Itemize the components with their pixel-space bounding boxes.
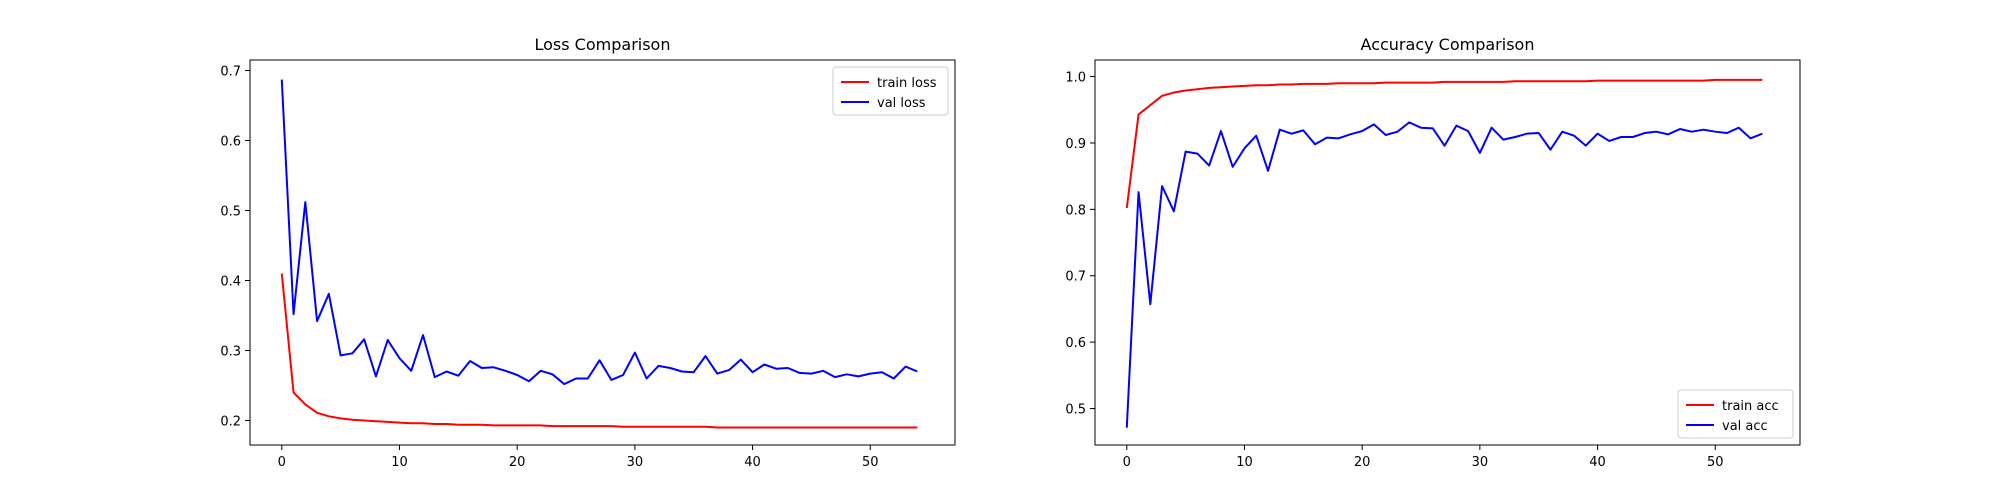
loss-series-train-loss <box>280 273 918 429</box>
loss-x-tick-label: 0 <box>278 455 286 470</box>
loss-chart-title: Loss Comparison <box>535 35 671 54</box>
loss-y-tick-label: 0.3 <box>220 345 241 360</box>
loss-y-tick-label: 0.7 <box>220 65 241 80</box>
loss-x-tick-label: 20 <box>509 455 526 470</box>
loss-y-tick-label: 0.5 <box>220 205 241 220</box>
loss-plot-frame <box>249 59 956 446</box>
accuracy-chart: Accuracy Comparison 0 10 20 30 40 50 0.5 0.6 0.7… <box>1065 35 1801 470</box>
loss-x-tick-label: 30 <box>627 455 644 470</box>
loss-x-tick-label: 40 <box>744 455 761 470</box>
loss-legend-label: train loss <box>877 76 937 91</box>
accuracy-legend: train acc val acc <box>1677 389 1794 439</box>
loss-legend: train loss val loss <box>832 66 949 116</box>
accuracy-series-val-acc <box>1125 121 1763 428</box>
accuracy-y-tick-label: 0.9 <box>1065 137 1086 152</box>
loss-x-tick-label: 50 <box>862 455 879 470</box>
accuracy-x-tick-label: 20 <box>1354 455 1371 470</box>
accuracy-x-tick-label: 50 <box>1707 455 1724 470</box>
accuracy-y-tick-label: 1.0 <box>1065 71 1086 86</box>
loss-y-tick-label: 0.2 <box>220 415 241 430</box>
accuracy-y-tick-label: 0.5 <box>1065 402 1086 417</box>
accuracy-x-tick-label: 40 <box>1589 455 1606 470</box>
loss-y-tick-label: 0.4 <box>220 275 241 290</box>
accuracy-x-tick-label: 30 <box>1472 455 1489 470</box>
accuracy-y-tick-label: 0.8 <box>1065 203 1086 218</box>
accuracy-x-tick-label: 10 <box>1236 455 1253 470</box>
accuracy-y-tick-label: 0.7 <box>1065 270 1086 285</box>
loss-y-tick-label: 0.6 <box>220 135 241 150</box>
accuracy-legend-label: val acc <box>1722 419 1768 434</box>
loss-x-tick-label: 10 <box>391 455 408 470</box>
accuracy-y-tick-label: 0.6 <box>1065 336 1086 351</box>
loss-chart: Loss Comparison 0 10 20 30 40 50 0.2 0.3 0.4 0.5 0… <box>220 35 956 470</box>
accuracy-chart-title: Accuracy Comparison <box>1361 35 1535 54</box>
loss-series-val-loss <box>280 79 918 386</box>
loss-legend-label: val loss <box>877 96 926 111</box>
accuracy-plot-frame <box>1094 59 1801 446</box>
accuracy-legend-label: train acc <box>1722 399 1779 414</box>
accuracy-x-tick-label: 0 <box>1123 455 1131 470</box>
accuracy-series-train-acc <box>1125 78 1763 209</box>
